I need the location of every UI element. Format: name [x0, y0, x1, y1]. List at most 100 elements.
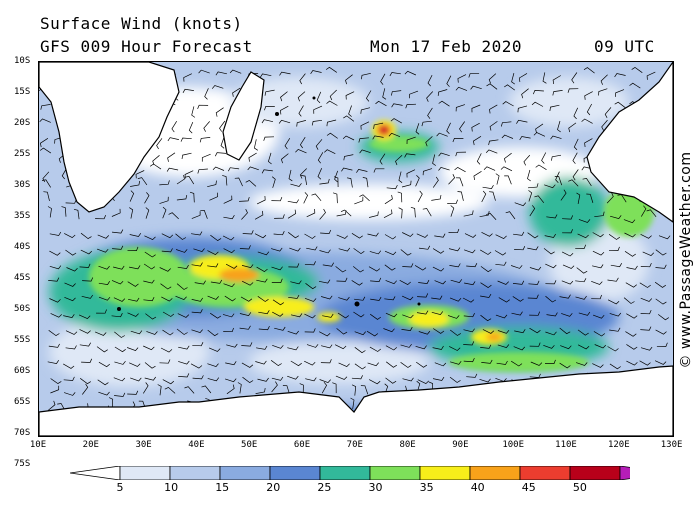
wind-barb: [354, 196, 364, 205]
wind-barb: [322, 262, 335, 267]
wind-barb: [50, 313, 62, 318]
wind-barb: [354, 296, 366, 301]
wind-barb: [463, 341, 475, 346]
wind-barb: [431, 195, 442, 201]
wind-barb: [256, 278, 268, 283]
wind-barb: [176, 328, 188, 335]
wind-barb: [489, 121, 498, 131]
wind-barb: [271, 278, 283, 283]
wind-barb: [497, 329, 510, 334]
wind-barb: [655, 329, 667, 335]
wind-barb: [270, 360, 282, 367]
wind-barb: [400, 249, 412, 256]
wind-barb: [304, 328, 316, 333]
wind-barb: [479, 378, 491, 383]
wind-barb: [555, 171, 560, 183]
wind-barb: [63, 376, 75, 381]
wind-barb: [207, 263, 219, 268]
wind-barb: [500, 121, 512, 127]
wind-barb: [177, 264, 189, 269]
wind-barb: [167, 137, 179, 142]
wind-barb: [473, 136, 482, 146]
colorbar-label: 20: [266, 481, 281, 494]
wind-barb: [455, 104, 466, 112]
wind-barb: [304, 297, 317, 302]
map-title: Surface Wind (knots): [40, 14, 243, 33]
wind-barb: [454, 166, 466, 173]
wind-barb: [289, 247, 301, 252]
wind-barb: [427, 107, 433, 119]
longitude-label: 110E: [555, 440, 577, 450]
wind-barb: [528, 280, 540, 285]
wind-barb: [191, 231, 203, 236]
wind-barb: [422, 208, 432, 217]
wind-barb: [416, 380, 421, 393]
wind-barb: [399, 279, 411, 286]
wind-barb: [201, 153, 211, 162]
wind-barb: [481, 231, 493, 237]
wind-barb: [544, 184, 556, 189]
wind-barb: [417, 293, 429, 298]
wind-barb: [42, 171, 50, 183]
wind-barb: [130, 180, 141, 187]
wind-barb: [284, 138, 291, 150]
wind-barb: [162, 329, 174, 336]
wind-barb: [582, 178, 592, 187]
wind-barb: [624, 232, 636, 238]
wind-barb: [127, 246, 139, 251]
wind-barb: [505, 211, 516, 220]
colorbar-label: 35: [419, 481, 434, 494]
wind-barb: [144, 376, 156, 381]
wind-barb: [315, 139, 323, 150]
wind-barb: [592, 314, 605, 319]
wind-barb: [404, 70, 417, 76]
wind-barb: [395, 154, 403, 166]
wind-barb: [354, 363, 366, 370]
wind-barb: [486, 212, 497, 220]
wind-barb: [157, 384, 162, 396]
wind-barb: [415, 345, 427, 350]
wind-barb: [544, 359, 556, 364]
wind-barb: [201, 385, 212, 394]
wind-barb: [462, 297, 475, 303]
wind-barb: [528, 190, 533, 202]
wind-barb: [159, 359, 171, 364]
wind-barb: [353, 248, 365, 255]
wind-barb: [504, 175, 512, 185]
colorbar-segment: [119, 466, 171, 480]
wind-barb: [271, 247, 283, 252]
wind-barb: [175, 249, 188, 253]
wind-barb: [145, 313, 157, 320]
wind-barb: [480, 293, 492, 298]
wind-barb: [263, 136, 275, 141]
wind-barb: [575, 244, 587, 249]
wind-barb: [514, 246, 526, 251]
wind-barb: [290, 360, 302, 367]
wind-barb: [385, 280, 397, 285]
longitude-label: 50E: [241, 440, 258, 450]
wind-barb: [463, 328, 475, 333]
wind-barb: [577, 329, 589, 336]
wind-barb: [369, 211, 379, 218]
wind-barb: [402, 314, 414, 319]
wind-barb: [97, 234, 110, 239]
wind-barb: [229, 69, 242, 74]
wind-barb: [575, 362, 588, 366]
wind-barb: [234, 177, 243, 187]
wind-barb: [495, 173, 500, 185]
wind-barb: [298, 105, 304, 117]
wind-barb: [432, 176, 439, 188]
wind-barb: [239, 312, 252, 316]
wind-barb: [225, 263, 238, 269]
wind-barb: [305, 377, 317, 382]
wind-barb: [384, 264, 396, 271]
wind-barb: [94, 331, 107, 336]
wind-barb: [609, 312, 622, 317]
wind-barb: [426, 91, 434, 102]
longitude-label: 60E: [293, 440, 311, 450]
wind-barb: [518, 73, 528, 82]
wind-barb: [415, 175, 420, 187]
wind-barb: [466, 373, 478, 378]
wind-barb: [63, 392, 76, 396]
wind-barb: [326, 132, 338, 139]
